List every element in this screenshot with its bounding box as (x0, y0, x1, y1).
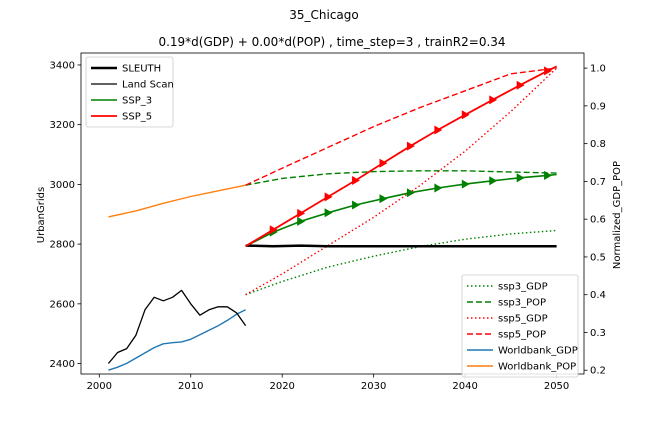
x-tick-label: 2010 (178, 381, 203, 392)
x-tick-label: 2040 (452, 381, 477, 392)
legend-entry: SLEUTH (122, 64, 161, 75)
right-series-line-5 (108, 184, 246, 218)
legend-right: ssp3_GDP ssp3_POP ssp5_GDP ssp5_POP Worldban… (461, 274, 579, 378)
y-right-tick-label: 0.8 (590, 139, 606, 150)
chart-suptitle: 35_Chicago (289, 8, 359, 22)
x-tick-label: 2030 (361, 381, 386, 392)
left-series-3-marker (461, 110, 470, 120)
y-axis-left-label: UrbanGrids (36, 187, 47, 243)
legend-entry: SSP_5 (122, 112, 152, 123)
left-series-2-marker (406, 188, 415, 198)
y-right-tick-label: 1.0 (590, 64, 606, 75)
y-right-tick-label: 0.6 (590, 215, 606, 226)
legend-entry: ssp3_POP (498, 298, 546, 309)
right-series-line-0 (245, 229, 557, 296)
y-right-tick-label: 0.3 (590, 328, 606, 339)
left-series-3-marker (297, 208, 306, 218)
plot-area (107, 65, 558, 371)
y-left-tick-label: 2400 (50, 359, 75, 370)
chart-title: 0.19*d(GDP) + 0.00*d(POP) , time_step=3 … (158, 35, 505, 49)
left-series-line-3 (245, 65, 557, 247)
x-tick-label: 2000 (87, 381, 112, 392)
left-series-3-marker (379, 158, 388, 168)
left-series-line-2 (245, 173, 557, 247)
left-series-2-marker (434, 183, 443, 193)
left-series-line-0 (245, 244, 557, 248)
legend-entry: Worldbank_POP (498, 362, 576, 373)
left-series-3-marker (352, 175, 360, 186)
left-series-3-marker (269, 225, 278, 235)
right-series-line-2 (245, 67, 558, 296)
legend-entry: ssp5_POP (498, 330, 546, 341)
legend-entry: ssp3_GDP (498, 282, 548, 293)
left-series-2-marker (324, 208, 333, 218)
left-series-3-marker (406, 141, 415, 151)
y-left-tick-label: 3400 (50, 60, 75, 71)
legend-entry: SSP_3 (122, 96, 152, 107)
left-series-2-marker (352, 200, 360, 210)
legend-entry: Worldbank_GDP (498, 346, 578, 357)
y-right-tick-label: 0.4 (590, 290, 606, 301)
right-series-line-3 (245, 67, 557, 186)
x-tick-label: 2020 (269, 381, 294, 392)
right-series-line-1 (245, 170, 557, 186)
left-series-2-marker (489, 176, 498, 186)
legend-entry: ssp5_GDP (498, 314, 548, 325)
y-left-tick-label: 3000 (50, 180, 75, 191)
x-tick-label: 2050 (544, 381, 569, 392)
legend-left: SLEUTH Land Scan SSP_3 SSP_5 (85, 56, 174, 128)
left-series-3-marker (434, 125, 443, 135)
y-left-tick-label: 2800 (50, 240, 75, 251)
plot-frame (80, 52, 585, 375)
legend-frame (85, 56, 174, 128)
y-axis-right-label: Normalized_GDP_POP (612, 161, 623, 269)
right-series-line-4 (108, 309, 246, 371)
y-left-tick-label: 2600 (50, 299, 75, 310)
y-right-tick-label: 0.2 (590, 366, 606, 377)
left-series-2-marker (516, 173, 525, 183)
left-series-2-marker (379, 194, 388, 204)
y-right-tick-label: 0.7 (590, 177, 606, 188)
y-left-tick-label: 3200 (50, 120, 75, 131)
left-series-2-marker (297, 216, 306, 226)
left-series-line-1 (107, 289, 247, 364)
left-series-2-marker (544, 170, 553, 180)
legend-frame (461, 274, 579, 378)
left-series-3-marker (516, 80, 525, 90)
axes: 2000 2010 2020 2030 2040 2050 2400 2600 2800 3000… (50, 52, 606, 392)
left-series-3-marker (544, 66, 553, 76)
y-right-tick-label: 0.5 (590, 252, 606, 263)
y-right-tick-label: 0.9 (590, 101, 606, 112)
legend-entry: Land Scan (122, 80, 174, 91)
left-series-3-marker (489, 95, 498, 105)
left-series-2-marker (461, 179, 470, 189)
left-series-3-marker (324, 192, 333, 202)
